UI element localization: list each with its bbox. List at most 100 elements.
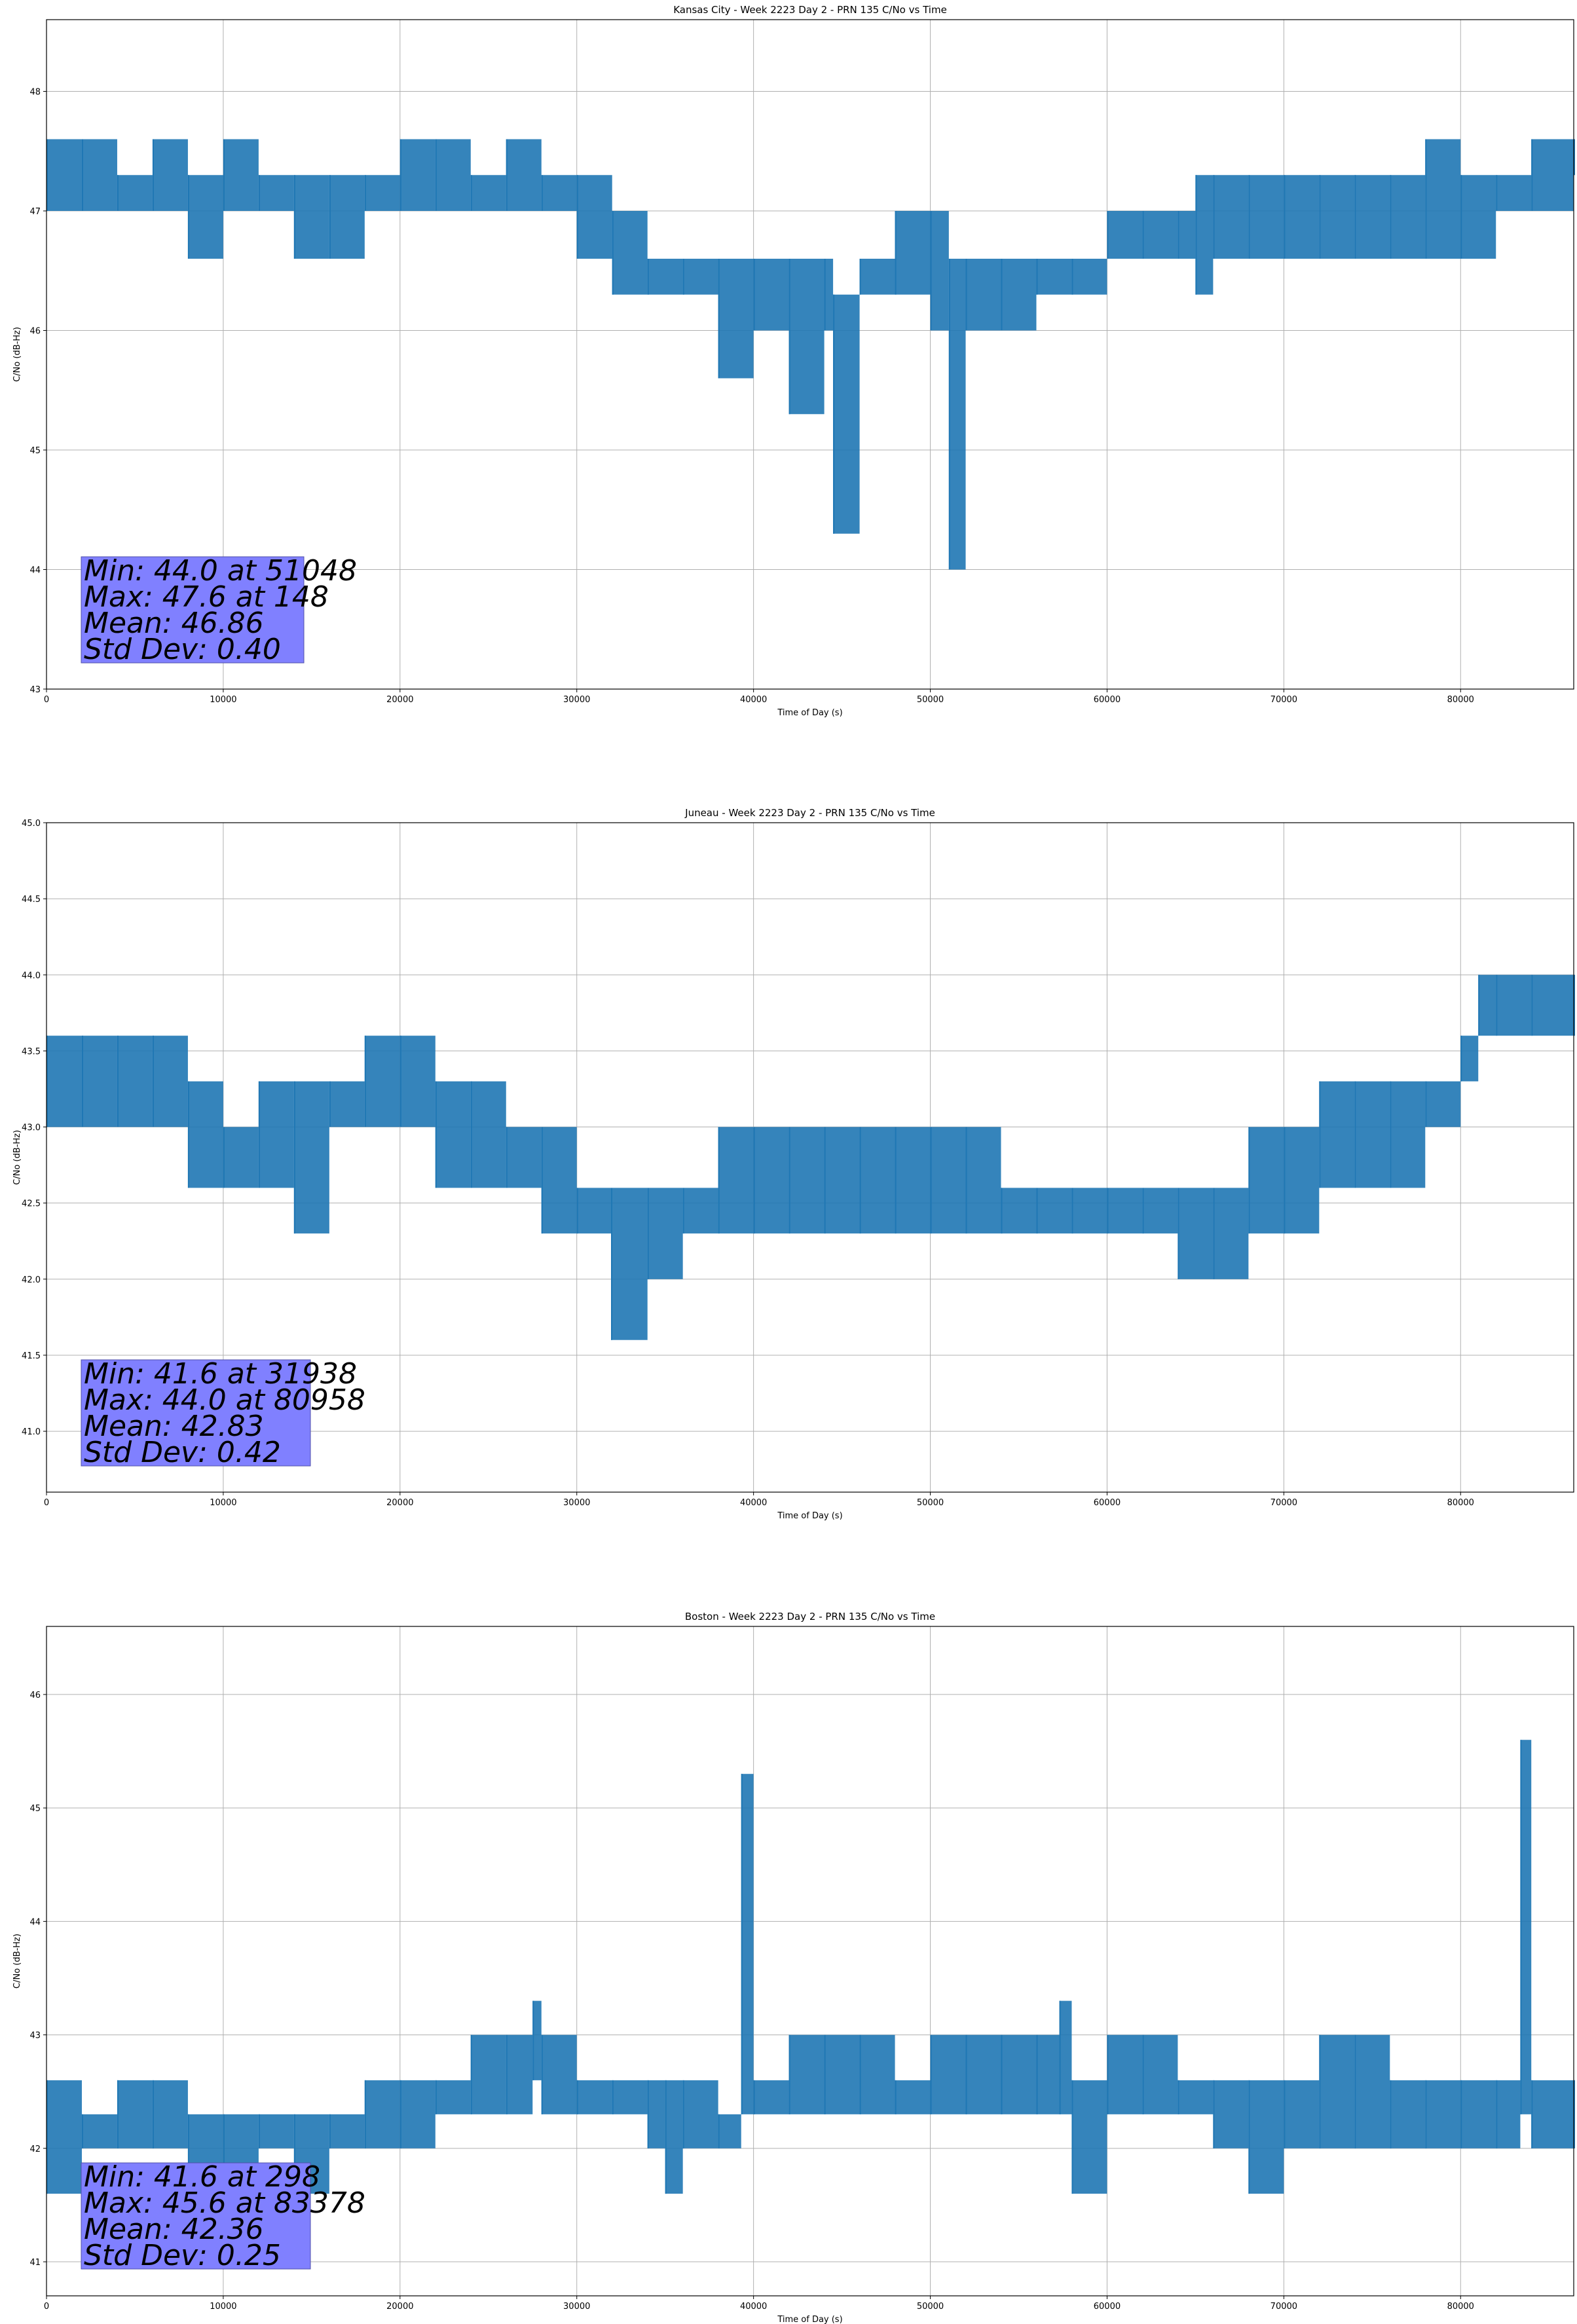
data-span <box>1478 975 1496 1036</box>
data-span <box>859 259 895 295</box>
data-span <box>753 259 789 331</box>
data-span <box>258 2114 294 2148</box>
x-tick-label: 30000 <box>563 695 590 705</box>
data-span <box>1460 1036 1479 1081</box>
y-tick-label: 44 <box>29 566 41 576</box>
x-tick-label: 30000 <box>563 2302 590 2312</box>
data-span <box>117 1036 153 1127</box>
data-span <box>46 1036 82 1127</box>
data-span <box>965 2034 1001 2114</box>
data-span <box>470 2034 506 2114</box>
x-tick-label: 80000 <box>1447 2302 1474 2312</box>
data-span <box>1531 2080 1574 2148</box>
data-span <box>788 2034 825 2114</box>
data-span <box>1001 1188 1037 1234</box>
data-span <box>1036 259 1072 295</box>
axes-frame <box>46 822 1574 1493</box>
data-span <box>682 2080 718 2148</box>
data-span <box>399 1036 436 1127</box>
data-span <box>788 1127 825 1234</box>
data-span <box>506 139 542 211</box>
x-tick-label: 20000 <box>386 1498 413 1508</box>
data-span <box>81 139 117 211</box>
x-tick-label: 40000 <box>740 695 767 705</box>
data-span <box>187 175 223 259</box>
stats-line: Min: 41.6 at 31938 <box>84 1357 357 1391</box>
data-span <box>506 2034 533 2114</box>
data-span <box>833 294 860 534</box>
y-tick-label: 44 <box>29 1917 41 1927</box>
data-span <box>541 2034 577 2114</box>
x-tick-label: 80000 <box>1447 695 1474 705</box>
y-tick-label: 43 <box>29 685 41 695</box>
data-span <box>187 1081 223 1188</box>
data-span <box>1319 2034 1355 2148</box>
data-span <box>1178 211 1196 259</box>
y-axis-label: C/No (dB-Hz) <box>12 1934 22 1989</box>
data-span <box>258 175 294 211</box>
y-tick-label: 42.0 <box>22 1275 41 1285</box>
data-span <box>364 175 400 211</box>
data-span <box>895 211 931 295</box>
data-span <box>753 2080 789 2114</box>
y-tick-label: 42.5 <box>22 1199 41 1209</box>
data-span <box>682 1188 718 1234</box>
stats-line: Max: 45.6 at 83378 <box>84 2186 365 2220</box>
data-span <box>1354 175 1390 259</box>
data-span <box>1284 2080 1320 2148</box>
data-span <box>788 259 825 415</box>
stats-line: Min: 41.6 at 298 <box>84 2160 320 2194</box>
chart-panel-2: 0 10000 20000 30000 40000 50000 60000 70000 8000… <box>12 807 1575 1521</box>
data-span <box>611 1188 648 1340</box>
data-span <box>895 1127 931 1234</box>
data-span <box>293 1081 329 1234</box>
data-span <box>1213 2080 1249 2148</box>
data-span <box>1178 2080 1214 2114</box>
data-span <box>576 1188 612 1234</box>
data-span <box>470 1081 506 1188</box>
data-span <box>1071 259 1107 295</box>
data-span <box>435 2080 471 2114</box>
stats-box <box>81 2162 311 2270</box>
x-tick-label: 50000 <box>917 695 944 705</box>
x-tick-label: 10000 <box>210 2302 236 2312</box>
data-span <box>1071 1188 1107 1234</box>
data-span <box>1059 2000 1072 2114</box>
data-span <box>1354 2034 1390 2148</box>
stats-line: Max: 44.0 at 80958 <box>84 1383 365 1417</box>
y-tick-label: 43 <box>29 2031 41 2041</box>
data-span <box>1142 211 1178 259</box>
data-span <box>576 2080 612 2114</box>
data-span <box>647 2080 665 2148</box>
x-tick-label: 60000 <box>1094 695 1121 705</box>
data-span <box>1107 211 1143 259</box>
data-span <box>1390 1081 1426 1188</box>
stats-line: Mean: 46.86 <box>84 607 264 640</box>
data-span <box>117 2080 153 2148</box>
data-span <box>1319 1081 1355 1188</box>
data-span <box>1284 1127 1320 1234</box>
data-span <box>541 175 577 211</box>
data-span <box>895 2080 931 2114</box>
data-span <box>718 1127 754 1234</box>
data-span <box>682 259 718 295</box>
y-axis-label: C/No (dB-Hz) <box>12 1130 22 1185</box>
y-tick-label: 41.5 <box>22 1351 41 1361</box>
x-tick-label: 20000 <box>386 2302 413 2312</box>
data-span <box>541 1127 577 1234</box>
y-axis-label: C/No (dB-Hz) <box>12 327 22 382</box>
axes-frame <box>46 19 1574 690</box>
data-span <box>1178 1188 1214 1279</box>
data-span <box>1425 2080 1461 2148</box>
chart-panel-1: 0 10000 20000 30000 40000 50000 60000 70000 8000… <box>12 4 1575 718</box>
data-span <box>1390 175 1426 259</box>
stats-box <box>81 556 305 664</box>
x-tick-label: 60000 <box>1094 2302 1121 2312</box>
data-span <box>824 1127 860 1234</box>
data-span <box>329 1081 365 1127</box>
data-span <box>1390 2080 1426 2148</box>
stats-line: Min: 44.0 at 51048 <box>84 554 357 588</box>
data-span <box>1107 1188 1143 1234</box>
stats-line: Mean: 42.36 <box>84 2213 264 2246</box>
x-axis-label: Time of Day (s) <box>777 708 842 718</box>
